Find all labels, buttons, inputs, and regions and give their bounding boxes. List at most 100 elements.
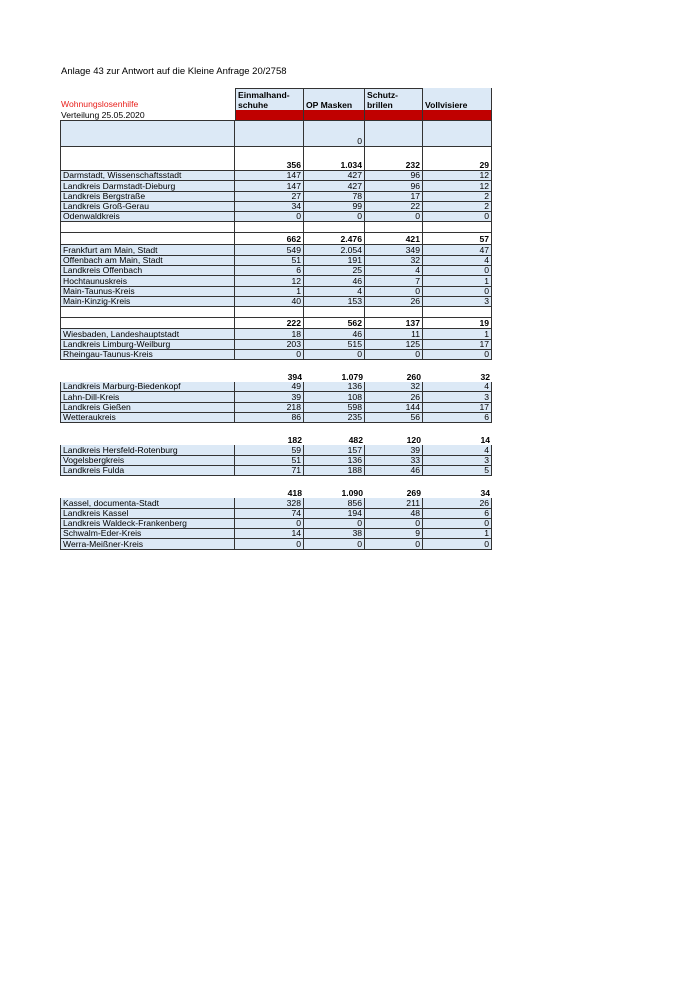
region-value: 549 [235, 245, 304, 256]
group-total-value: 34 [480, 488, 490, 499]
region-value: 0 [365, 286, 423, 297]
region-name: Lahn-Dill-Kreis [60, 392, 235, 403]
region-value: 0 [365, 349, 423, 361]
region-value: 3 [423, 455, 492, 466]
region-group: 418 1.090 269 34 Kassel, documenta-Stadt 328 8… [60, 476, 492, 550]
red-band-cell [235, 110, 304, 121]
group-total-value: 1.079 [341, 372, 363, 383]
region-value: 211 [365, 498, 423, 509]
region-value: 147 [235, 181, 304, 192]
group-total-row: 394 1.079 260 32 [60, 360, 492, 382]
region-value: 74 [235, 508, 304, 519]
group-total-value: 421 [365, 233, 423, 246]
top-block-cell: 0 [304, 121, 365, 147]
group-total-value: 32 [480, 372, 490, 383]
region-value: 0 [423, 286, 492, 297]
table-row: Hochtaunuskreis 12 46 7 1 [60, 276, 492, 287]
column-header-line: OP Masken [306, 100, 353, 110]
header-row: Wohnungslosenhilfe Einmalhand-schuhe OP … [60, 88, 492, 110]
region-value: 56 [365, 413, 423, 424]
region-value: 96 [365, 171, 423, 182]
region-value: 6 [423, 508, 492, 519]
region-value: 4 [304, 286, 365, 297]
column-header-visors: Vollvisiere [423, 88, 492, 110]
total-label-cell [60, 360, 235, 382]
region-name: Landkreis Waldeck-Frankenberg [60, 518, 235, 530]
region-name: Landkreis Limburg-Weilburg [60, 339, 235, 350]
region-value: 0 [235, 539, 304, 550]
table-row: Offenbach am Main, Stadt 51 191 32 4 [60, 255, 492, 267]
group-total-row: 222 562 137 19 [60, 318, 492, 330]
region-name: Wetteraukreis [60, 413, 235, 424]
region-value: 136 [304, 382, 365, 393]
top-block-cell [235, 121, 304, 147]
table-row: Wiesbaden, Landeshauptstadt 18 46 11 1 [60, 329, 492, 340]
distribution-date: Verteilung 25.05.2020 [60, 110, 235, 121]
region-name: Kassel, documenta-Stadt [60, 498, 235, 509]
table-row: Rheingau-Taunus-Kreis 0 0 0 0 [60, 349, 492, 361]
group-total-value: 562 [304, 318, 365, 330]
table-row: Landkreis Kassel 74 194 48 6 [60, 508, 492, 519]
region-value: 0 [304, 212, 365, 223]
table-row: Schwalm-Eder-Kreis 14 38 9 1 [60, 529, 492, 540]
region-value: 2 [423, 201, 492, 213]
distribution-table: Wohnungslosenhilfe Einmalhand-schuhe OP … [60, 88, 492, 550]
table-row: Werra-Meißner-Kreis 0 0 0 0 [60, 539, 492, 550]
group-total-value: 232 [365, 147, 423, 171]
column-header-masks: OP Masken [304, 88, 365, 110]
group-total-value: 19 [423, 318, 492, 330]
total-label-cell [60, 318, 235, 330]
column-header-line: brillen [367, 100, 393, 110]
group-total-value: 57 [423, 233, 492, 246]
region-name: Main-Taunus-Kreis [60, 286, 235, 297]
region-name: Schwalm-Eder-Kreis [60, 529, 235, 540]
region-value: 99 [304, 201, 365, 213]
region-value: 17 [423, 339, 492, 350]
table-row: Landkreis Waldeck-Frankenberg 0 0 0 0 [60, 518, 492, 530]
region-name: Odenwaldkreis [60, 212, 235, 223]
region-name: Werra-Meißner-Kreis [60, 539, 235, 550]
column-header-goggles: Schutz-brillen [365, 88, 423, 110]
region-value: 26 [423, 498, 492, 509]
spacer-cell [365, 222, 423, 234]
region-value: 2 [423, 191, 492, 202]
column-header-line: Einmalhand- [238, 90, 290, 100]
region-value: 1 [235, 286, 304, 297]
group-total-value: 269 [406, 488, 421, 499]
region-value: 6 [423, 413, 492, 424]
group-total-value: 1.090 [341, 488, 363, 499]
region-value: 349 [365, 245, 423, 256]
document-title: Anlage 43 zur Antwort auf die Kleine Anf… [61, 66, 287, 77]
region-name: Landkreis Groß-Gerau [60, 201, 235, 213]
region-name: Vogelsbergkreis [60, 455, 235, 466]
table-row: Main-Kinzig-Kreis 40 153 26 3 [60, 296, 492, 308]
region-value: 136 [304, 455, 365, 466]
region-name: Landkreis Offenbach [60, 266, 235, 277]
region-value: 0 [304, 518, 365, 530]
group-total-row: 418 1.090 269 34 [60, 476, 492, 498]
region-value: 22 [365, 201, 423, 213]
region-value: 47 [423, 245, 492, 256]
region-value: 147 [235, 171, 304, 182]
region-value: 49 [235, 382, 304, 393]
column-header-line: schuhe [238, 100, 269, 110]
total-label-cell [60, 423, 235, 445]
region-value: 33 [365, 455, 423, 466]
region-value: 59 [235, 445, 304, 456]
region-value: 0 [235, 518, 304, 530]
region-value: 108 [304, 392, 365, 403]
region-value: 5 [423, 465, 492, 477]
region-value: 12 [235, 276, 304, 287]
group-total-row: 182 482 120 14 [60, 423, 492, 445]
group-total-value: 662 [235, 233, 304, 246]
total-label-cell [60, 476, 235, 498]
region-value: 0 [423, 266, 492, 277]
region-value: 0 [304, 349, 365, 361]
table-row: Darmstadt, Wissenschaftsstadt 147 427 96 12 [60, 171, 492, 182]
region-name: Rheingau-Taunus-Kreis [60, 349, 235, 361]
region-value: 203 [235, 339, 304, 350]
region-value: 71 [235, 465, 304, 477]
spacer-cell [304, 222, 365, 234]
region-value: 125 [365, 339, 423, 350]
region-value: 46 [365, 465, 423, 477]
